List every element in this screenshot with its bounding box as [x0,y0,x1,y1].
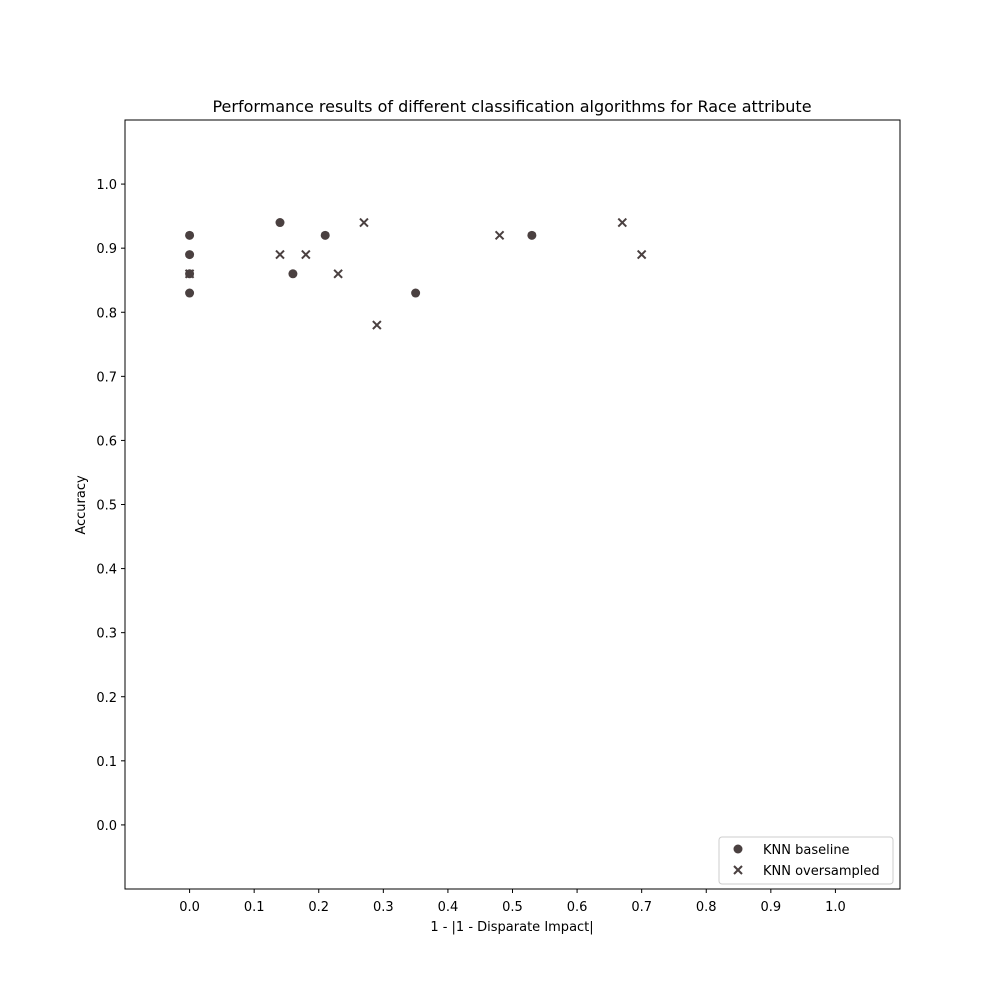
x-tick-label: 1.0 [825,900,846,915]
y-axis: 0.0 0.1 0.2 0.3 0.4 0.5 0.6 0.7 0.8 0.9 1.0 [96,178,125,834]
x-tick-label: 0.5 [502,900,523,915]
x-tick-label: 0.7 [631,900,652,915]
baseline-point [185,230,195,240]
plot-area [124,119,901,890]
x-tick-label: 0.6 [567,900,588,915]
y-tick-label: 0.8 [96,306,117,321]
x-tick-label: 0.1 [244,900,265,915]
x-tick-label: 0.8 [696,900,717,915]
legend-label: KNN baseline [763,843,850,858]
legend-entries: KNN baseline KNN oversampled [733,843,880,879]
baseline-point [185,250,195,260]
y-tick-label: 0.7 [96,370,117,385]
baseline-point [275,218,285,228]
x-axis: 0.0 0.1 0.2 0.3 0.4 0.5 0.6 0.7 0.8 0.9 1.0 [179,889,846,915]
x-axis-label: 1 - |1 - Disparate Impact| [430,920,593,935]
y-tick-label: 0.9 [96,242,117,257]
chart-title: Performance results of different classif… [212,97,811,116]
y-tick-label: 0.0 [96,819,117,834]
y-tick-label: 0.5 [96,499,117,514]
legend: KNN baseline KNN oversampled [718,836,894,885]
y-axis-label: Accuracy [74,475,89,535]
x-tick-label: 0.2 [308,900,329,915]
x-tick-label: 0.0 [179,900,200,915]
y-tick-label: 0.2 [96,691,117,706]
x-tick-label: 0.4 [438,900,459,915]
oversampled-point [359,217,369,228]
baseline-point [185,288,195,298]
oversampled-point [275,249,285,260]
oversampled-point [494,230,505,241]
y-tick-label: 0.1 [96,755,117,770]
oversampled-point [301,249,311,260]
data-points [184,217,647,330]
baseline-point [527,230,537,240]
oversampled-point [333,269,343,279]
baseline-point [411,288,421,298]
oversampled-point [617,217,627,228]
y-tick-label: 0.4 [96,563,117,578]
legend-marker [733,844,743,854]
legend-marker [733,865,743,875]
legend-label: KNN oversampled [763,864,880,879]
baseline-point [288,269,298,279]
legend-box [718,836,894,885]
y-tick-label: 0.3 [96,627,117,642]
y-tick-label: 1.0 [96,178,117,193]
baseline-point [320,230,330,240]
oversampled-point [372,320,382,330]
x-tick-label: 0.9 [760,900,781,915]
x-tick-label: 0.3 [373,900,394,915]
y-tick-label: 0.6 [96,434,117,449]
oversampled-point [636,249,647,260]
oversampled-point [184,269,195,279]
